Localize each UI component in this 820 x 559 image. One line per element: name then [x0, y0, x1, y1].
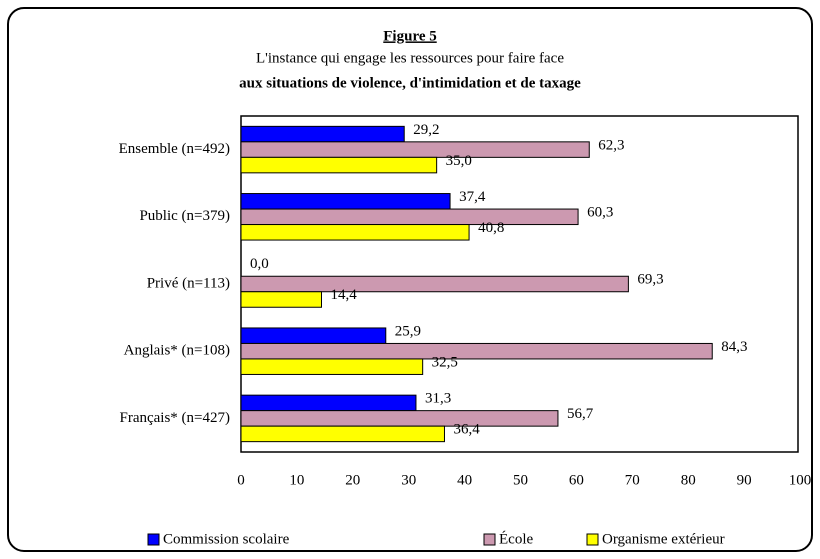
- value-label: 14,4: [330, 287, 357, 303]
- legend-swatch: [147, 533, 160, 546]
- bar: [240, 193, 451, 210]
- value-label: 37,4: [459, 189, 486, 205]
- value-label: 31,3: [425, 391, 451, 407]
- x-tick-label: 90: [737, 472, 752, 488]
- value-label: 29,2: [413, 122, 439, 138]
- bar: [240, 327, 387, 344]
- value-label: 36,4: [453, 422, 480, 438]
- category-label: Français* (n=427): [119, 410, 230, 426]
- bar: [240, 358, 424, 375]
- category-label: Public (n=379): [139, 208, 230, 224]
- x-tick-label: 80: [681, 472, 696, 488]
- legend-label: Commission scolaire: [163, 531, 290, 547]
- x-tick-label: 40: [457, 472, 472, 488]
- x-tick-label: 50: [513, 472, 528, 488]
- bar: [240, 125, 405, 143]
- bar: [240, 156, 438, 174]
- x-tick-label: 70: [625, 472, 640, 488]
- value-label: 32,5: [432, 354, 458, 370]
- bar: [240, 141, 590, 158]
- category-label: Privé (n=113): [147, 275, 230, 291]
- bar: [240, 275, 629, 293]
- x-tick-label: 10: [289, 472, 304, 488]
- legend-swatch: [483, 533, 496, 546]
- x-tick-label: 60: [569, 472, 584, 488]
- value-label: 56,7: [567, 406, 594, 422]
- chart-title: Figure 5: [383, 28, 436, 44]
- chart-subtitle: aux situations de violence, d'intimidati…: [239, 75, 581, 91]
- legend-label: École: [499, 530, 533, 547]
- x-tick-label: 30: [401, 472, 416, 488]
- category-label: Anglais* (n=108): [124, 343, 230, 359]
- bar: [240, 410, 559, 427]
- chart-subtitle: L'instance qui engage les ressources pou…: [256, 50, 564, 66]
- value-label: 84,3: [721, 339, 747, 355]
- value-label: 35,0: [446, 153, 472, 169]
- value-label: 40,8: [478, 220, 504, 236]
- x-tick-label: 0: [237, 472, 245, 488]
- value-label: 69,3: [637, 272, 663, 288]
- value-label: 60,3: [587, 204, 613, 220]
- value-label: 0,0: [250, 256, 269, 272]
- bar: [240, 394, 417, 412]
- value-label: 62,3: [598, 137, 624, 153]
- bar: [240, 425, 445, 443]
- legend-swatch: [586, 533, 599, 546]
- bar: [240, 342, 713, 360]
- x-tick-label: 20: [345, 472, 360, 488]
- bar: [240, 291, 322, 308]
- bar: [240, 208, 579, 226]
- legend-label: Organisme extérieur: [602, 531, 725, 547]
- category-label: Ensemble (n=492): [119, 141, 230, 157]
- x-tick-label: 100: [789, 472, 812, 488]
- bar: [240, 224, 470, 241]
- value-label: 25,9: [395, 323, 421, 339]
